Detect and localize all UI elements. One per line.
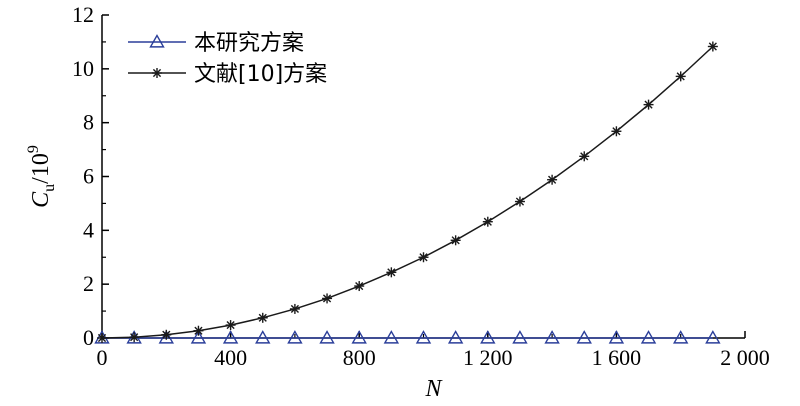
- series-layer: [94, 41, 721, 344]
- legend-label: 本研究方案: [194, 31, 304, 56]
- asterisk-stroke: [322, 294, 332, 303]
- y-tick-label: 6: [83, 164, 94, 189]
- axes: 0 2 4 6 8 10 12 0 400 800 1 200 1 600 2 000: [72, 2, 770, 370]
- data-point-triangle: [672, 330, 689, 344]
- asterisk-stroke: [708, 42, 717, 51]
- y-axis-title-base: C: [28, 191, 54, 208]
- data-point-triangle: [222, 330, 239, 344]
- asterisk-stroke: [387, 268, 396, 277]
- data-point-asterisk: [547, 174, 558, 185]
- data-point-asterisk: [675, 71, 686, 82]
- data-point-asterisk: [611, 126, 622, 137]
- data-point-triangle: [512, 330, 528, 344]
- data-point-asterisk: [514, 196, 525, 207]
- asterisk-stroke: [580, 152, 589, 161]
- asterisk-stroke: [130, 333, 139, 342]
- asterisk-stroke: [258, 313, 267, 322]
- asterisk-stroke: [451, 236, 460, 245]
- y-axis-title: Cu/109: [25, 145, 58, 208]
- data-point-triangle: [576, 330, 592, 344]
- asterisk-stroke: [644, 100, 653, 109]
- y-tick-label: 12: [72, 2, 94, 27]
- x-tick-label: 0: [97, 345, 108, 370]
- y-tick-label: 2: [83, 271, 94, 296]
- data-point-asterisk: [97, 333, 107, 343]
- data-point-asterisk: [129, 332, 140, 343]
- asterisk-stroke: [355, 281, 364, 291]
- legend-item: 本研究方案: [128, 31, 304, 56]
- data-point-triangle: [287, 330, 303, 344]
- x-tick-label: 2 000: [720, 345, 770, 370]
- data-point-triangle: [255, 330, 271, 344]
- data-point-asterisk: [225, 320, 236, 331]
- legend-label: 文献[10]方案: [194, 62, 327, 87]
- data-point-asterisk: [579, 151, 590, 162]
- asterisk-stroke: [419, 253, 428, 262]
- y-axis-title-text: Cu/109: [25, 145, 58, 208]
- data-point-triangle: [415, 330, 432, 344]
- asterisk-stroke: [483, 217, 492, 226]
- y-tick-label: 10: [72, 56, 94, 81]
- y-tick-label: 8: [83, 110, 94, 135]
- asterisk-stroke: [97, 333, 107, 343]
- data-point-asterisk: [193, 325, 204, 336]
- data-point-asterisk: [450, 235, 461, 246]
- data-point-asterisk: [643, 99, 654, 110]
- data-point-triangle: [447, 330, 464, 344]
- series-1: [94, 330, 721, 344]
- data-point-triangle: [544, 330, 560, 344]
- y-tick-label: 4: [83, 217, 94, 242]
- asterisk-stroke: [162, 330, 171, 339]
- asterisk-stroke: [152, 68, 162, 78]
- series-line: [101, 45, 714, 339]
- data-point-triangle: [480, 330, 496, 344]
- x-tick-label: 800: [343, 345, 376, 370]
- data-point-asterisk: [418, 252, 429, 263]
- data-point-triangle: [190, 330, 207, 344]
- data-point-asterisk: [152, 68, 162, 78]
- asterisk-stroke: [548, 175, 557, 184]
- asterisk-stroke: [612, 127, 621, 136]
- y-axis-title-superscript: 9: [25, 145, 42, 153]
- data-point-triangle: [640, 330, 657, 344]
- data-point-asterisk: [482, 216, 493, 227]
- asterisk-stroke: [515, 197, 525, 206]
- data-point-triangle: [319, 330, 335, 344]
- x-axis-title: N: [424, 376, 443, 402]
- data-point-triangle: [705, 330, 721, 344]
- data-point-asterisk: [161, 329, 172, 340]
- x-tick-label: 400: [214, 345, 247, 370]
- data-point-triangle: [383, 330, 400, 344]
- asterisk-stroke: [290, 304, 299, 314]
- data-point-asterisk: [322, 293, 333, 304]
- asterisk-stroke: [226, 320, 235, 330]
- x-tick-label: 1 600: [592, 345, 642, 370]
- data-point-triangle: [608, 330, 625, 344]
- y-axis-title-suffix: /10: [28, 153, 54, 184]
- data-point-triangle: [351, 330, 367, 344]
- data-point-asterisk: [386, 267, 397, 278]
- data-point-triangle: [149, 34, 165, 48]
- y-axis-title-subscript: u: [41, 184, 58, 192]
- x-tick-label: 1 200: [463, 345, 513, 370]
- y-tick-label: 0: [83, 325, 94, 350]
- data-point-asterisk: [289, 303, 300, 314]
- data-point-asterisk: [257, 312, 268, 323]
- series-2: [97, 41, 718, 343]
- asterisk-stroke: [194, 326, 203, 335]
- data-point-asterisk: [707, 41, 718, 52]
- legend-item: 文献[10]方案: [128, 62, 327, 87]
- asterisk-stroke: [676, 72, 685, 81]
- data-point-asterisk: [354, 281, 365, 292]
